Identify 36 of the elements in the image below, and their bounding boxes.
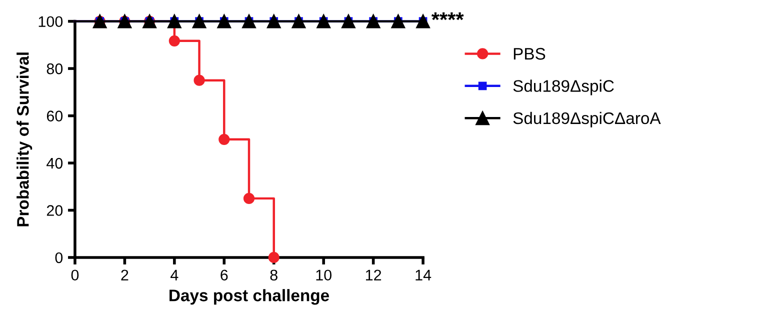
point — [316, 14, 331, 28]
legend-label: Sdu189ΔspiC — [513, 80, 614, 96]
point — [167, 14, 182, 28]
y-tick-label: 60 — [46, 110, 63, 122]
x-tick-label: 6 — [220, 270, 228, 281]
x-tick-label: 0 — [71, 270, 79, 281]
point — [243, 192, 255, 204]
point — [266, 14, 281, 28]
point — [416, 14, 430, 28]
point — [194, 74, 205, 86]
legend-label: Sdu189ΔspiCΔaroA — [513, 112, 661, 128]
x-tick-label: 12 — [366, 270, 382, 280]
x-tick-label: 4 — [170, 270, 178, 280]
point — [168, 35, 180, 46]
x-tick-label: 10 — [316, 270, 332, 281]
y-tick-label: 80 — [46, 63, 63, 74]
x-tick-label: 8 — [270, 270, 278, 281]
point — [192, 14, 206, 28]
y-tick-label: 0 — [55, 252, 63, 264]
point — [366, 14, 380, 28]
y-tick-label: 20 — [46, 205, 63, 216]
y-axis-title: Probability of Survival — [16, 52, 32, 226]
x-tick-label: 14 — [416, 270, 432, 280]
y-tick-label: 100 — [38, 16, 63, 28]
point — [217, 14, 232, 28]
x-axis-title: Days post challenge — [170, 289, 330, 305]
point — [242, 14, 256, 28]
point — [391, 14, 406, 28]
legend-label: PBS — [514, 48, 546, 60]
point — [218, 134, 230, 145]
x-tick-label: 2 — [121, 270, 128, 280]
annotation: **** — [431, 12, 464, 20]
point — [292, 14, 306, 28]
point — [268, 252, 280, 264]
y-tick-label: 40 — [46, 158, 63, 169]
point — [342, 14, 356, 28]
